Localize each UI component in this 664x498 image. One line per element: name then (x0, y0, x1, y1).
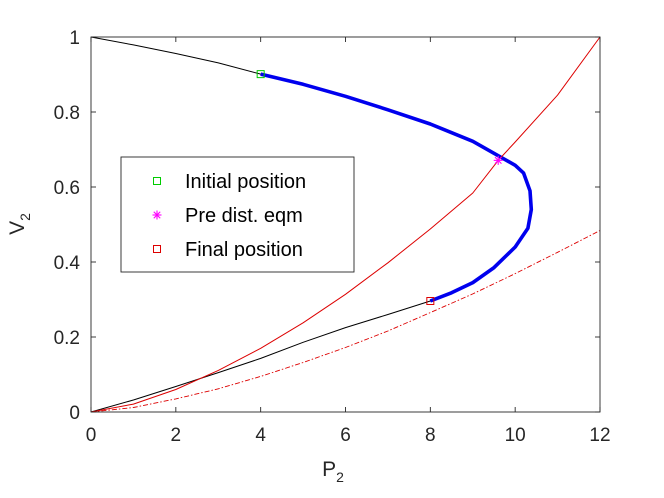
data-marker-2 (493, 155, 503, 165)
data-marker-3 (426, 297, 435, 305)
y-tick-label: 0.8 (54, 103, 80, 124)
x-tick-label: 12 (589, 425, 610, 446)
legend: Initial position Pre dist. eqm Final posit… (120, 156, 355, 273)
x-tick-label: 0 (86, 425, 97, 446)
y-axis-label: V2 (6, 213, 33, 235)
legend-symbol-1 (153, 177, 161, 185)
x-axis-label-subscript: 2 (336, 469, 344, 485)
y-tick-label: 0 (69, 403, 80, 424)
y-tick-label: 1 (69, 28, 80, 49)
series-line-4 (90, 230, 601, 413)
legend-symbol-2 (152, 210, 162, 220)
legend-label-1: Initial position (185, 171, 306, 193)
legend-label-3: Final position (185, 239, 303, 261)
legend-symbol-3 (153, 245, 161, 253)
legend-items: Initial position Pre dist. eqm Final posit… (152, 171, 306, 261)
y-axis-label-subscript: 2 (17, 213, 33, 221)
y-tick-label: 0.4 (54, 253, 81, 274)
y-tick-label: 0.6 (54, 178, 80, 199)
x-tick-label: 2 (171, 425, 182, 446)
x-tick-label: 4 (255, 425, 266, 446)
data-marker-1 (256, 70, 265, 79)
y-tick-label: 0.2 (54, 328, 80, 349)
ticks-layer: 0 2 4 6 8 10 12 0 0.2 0.4 0.6 0.8 1 (54, 28, 611, 446)
legend-label-2: Pre dist. eqm (185, 205, 303, 227)
series-line-3 (90, 36, 601, 413)
series-line-2 (260, 72, 534, 303)
x-tick-label: 10 (505, 425, 526, 446)
x-tick-label: 8 (425, 425, 436, 446)
series-layer (90, 36, 601, 413)
x-tick-label: 6 (340, 425, 351, 446)
x-axis-label: P2 (322, 458, 344, 485)
markers-layer (256, 70, 503, 305)
